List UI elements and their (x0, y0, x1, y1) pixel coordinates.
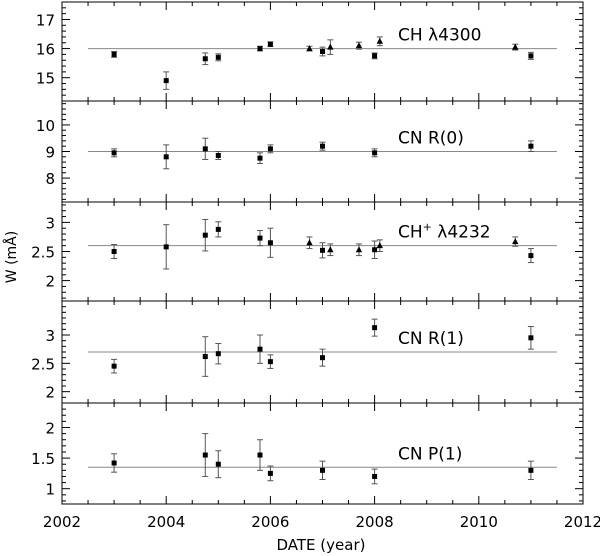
panel-label: CN R(1) (398, 329, 464, 349)
data-point-triangle (355, 42, 363, 49)
y-tick-label: 15 (36, 70, 55, 88)
data-point-square (215, 351, 221, 357)
data-point-square (215, 152, 221, 158)
data-point-square (372, 150, 378, 156)
y-tick-label: 2 (45, 419, 55, 437)
data-point-square (257, 346, 263, 352)
panel-frame (61, 402, 584, 505)
x-tick-label: 2006 (251, 513, 289, 531)
y-tick-label: 17 (36, 11, 55, 29)
data-point-triangle (512, 238, 519, 245)
panel-label-main: CN R(0) (398, 129, 464, 149)
y-tick-label: 2 (45, 384, 55, 402)
data-point-square (202, 56, 208, 62)
y-axis-label: W (mÅ) (3, 231, 20, 283)
data-point-square (111, 51, 117, 57)
y-tick-label: 2 (45, 273, 55, 291)
panel-label-main: CH (398, 223, 423, 243)
panel-1: 15 16 17 CH λ4300 (36, 1, 584, 102)
data-point-square (111, 150, 117, 156)
panel-label: CN R(0) (398, 129, 464, 149)
data-point-square (257, 46, 263, 52)
data-point-square (528, 53, 534, 59)
data-point-square (215, 226, 221, 232)
data-point-square (267, 470, 273, 476)
y-tick-label: 1.5 (31, 450, 55, 468)
panel-label-main: CH (398, 26, 428, 46)
data-point-triangle (355, 246, 363, 253)
y-tick-label: 10 (36, 117, 55, 135)
data-point-triangle (327, 246, 334, 253)
data-point-square (267, 146, 273, 152)
data-point-square (215, 54, 221, 60)
panel-label: CH λ4300 (398, 26, 481, 46)
data-point-square (372, 325, 378, 331)
data-point-square (257, 452, 263, 458)
data-point-square (163, 244, 169, 250)
data-point-square (215, 461, 221, 467)
data-point-square (202, 146, 208, 152)
panel-label-sup: + (423, 221, 432, 234)
data-point-square (267, 41, 273, 47)
data-point-square (202, 452, 208, 458)
x-tick-label: 2004 (147, 513, 185, 531)
data-point-square (320, 49, 325, 54)
data-point-square (202, 354, 208, 360)
y-tick-label: 2.5 (31, 244, 55, 262)
data-point-triangle (376, 37, 384, 44)
x-axis-label: DATE (year) (277, 536, 366, 554)
data-point-square (372, 247, 378, 253)
y-tick-label: 3 (45, 327, 55, 345)
data-point-square (372, 53, 378, 59)
data-point-square (163, 154, 169, 160)
data-point-square (320, 355, 325, 361)
x-tick-label: 2012 (564, 513, 600, 531)
x-tick-label: 2002 (43, 513, 81, 531)
data-point-square (202, 232, 208, 238)
data-point-square (528, 335, 534, 341)
data-point-square (320, 467, 325, 473)
panel-label: CN P(1) (398, 444, 462, 464)
y-tick-label: 1 (45, 481, 55, 499)
data-point-triangle (306, 239, 313, 246)
data-point-square (372, 473, 378, 479)
y-tick-label: 9 (45, 144, 55, 162)
data-point-square (111, 460, 117, 466)
data-point-square (320, 143, 325, 149)
panel-2: 8 9 10 CN R(0) (36, 100, 584, 203)
panel-label: CH+ λ4232 (398, 221, 491, 243)
data-point-square (528, 143, 534, 149)
data-point-square (528, 467, 534, 473)
data-point-square (111, 363, 117, 369)
data-point-triangle (327, 43, 334, 50)
y-tick-label: 8 (45, 170, 55, 188)
panel-label-main: CN R(1) (398, 329, 464, 349)
panel-3: 2 2.5 3 CH+ λ4232 (31, 201, 584, 302)
y-tick-label: 2.5 (31, 355, 55, 373)
data-point-triangle (306, 45, 313, 52)
data-point-square (320, 247, 325, 253)
panel-5: 1 1.5 2 CN P(1) 2002 2004 2006 2008 2010 2012 (31, 402, 600, 531)
panel-4: 2 2.5 3 CN R(1) (31, 300, 584, 404)
y-tick-label: 3 (45, 214, 55, 232)
x-tick-label: 2010 (460, 513, 498, 531)
panel-label-rest: λ4300 (428, 26, 481, 46)
panel-label-main: CN P(1) (398, 444, 462, 464)
data-point-square (528, 253, 534, 259)
data-point-square (111, 249, 117, 254)
data-point-square (267, 240, 273, 246)
data-point-triangle (376, 242, 384, 249)
data-point-square (267, 359, 273, 365)
panel-label-rest: λ4232 (432, 223, 491, 243)
y-tick-label: 16 (36, 41, 55, 59)
data-point-square (257, 235, 263, 241)
data-point-square (163, 78, 169, 84)
x-tick-label: 2008 (356, 513, 394, 531)
data-point-triangle (512, 43, 519, 50)
data-point-square (257, 155, 263, 161)
